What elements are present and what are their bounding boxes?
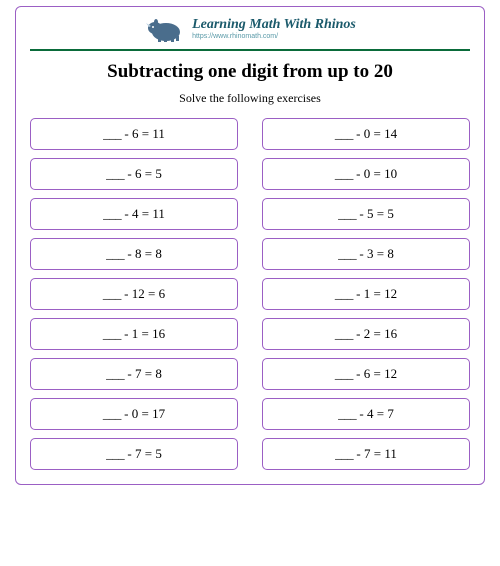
header-divider	[30, 49, 470, 51]
rhino-logo-icon	[144, 15, 184, 43]
worksheet-page: Learning Math With Rhinos https://www.rh…	[15, 6, 485, 485]
problem-text: ___ - 0 = 17	[103, 406, 165, 422]
problem-text: ___ - 4 = 11	[103, 206, 165, 222]
problem-box: ___ - 6 = 5	[30, 158, 238, 190]
problem-box: ___ - 0 = 14	[262, 118, 470, 150]
answer-blank[interactable]: ___	[103, 326, 121, 342]
problem-text: ___ - 3 = 8	[338, 246, 394, 262]
problem-text: ___ - 7 = 5	[106, 446, 162, 462]
problem-box: ___ - 5 = 5	[262, 198, 470, 230]
answer-blank[interactable]: ___	[106, 446, 124, 462]
problem-box: ___ - 2 = 16	[262, 318, 470, 350]
problem-box: ___ - 1 = 16	[30, 318, 238, 350]
answer-blank[interactable]: ___	[338, 246, 356, 262]
problem-text: ___ - 7 = 8	[106, 366, 162, 382]
answer-blank[interactable]: ___	[335, 166, 353, 182]
worksheet-title: Subtracting one digit from up to 20	[30, 61, 470, 83]
problem-text: ___ - 1 = 12	[335, 286, 397, 302]
worksheet-subtitle: Solve the following exercises	[30, 91, 470, 106]
problem-text: ___ - 0 = 10	[335, 166, 397, 182]
problem-box: ___ - 6 = 12	[262, 358, 470, 390]
problem-box: ___ - 0 = 10	[262, 158, 470, 190]
brand-url: https://www.rhinomath.com/	[192, 33, 278, 41]
answer-blank[interactable]: ___	[106, 166, 124, 182]
problem-text: ___ - 0 = 14	[335, 126, 397, 142]
brand-title: Learning Math With Rhinos	[192, 17, 356, 32]
problem-box: ___ - 6 = 11	[30, 118, 238, 150]
problem-text: ___ - 8 = 8	[106, 246, 162, 262]
answer-blank[interactable]: ___	[103, 206, 121, 222]
answer-blank[interactable]: ___	[338, 206, 356, 222]
problem-box: ___ - 3 = 8	[262, 238, 470, 270]
problem-text: ___ - 12 = 6	[103, 286, 165, 302]
answer-blank[interactable]: ___	[103, 126, 121, 142]
problem-box: ___ - 4 = 11	[30, 198, 238, 230]
answer-blank[interactable]: ___	[335, 326, 353, 342]
problem-box: ___ - 12 = 6	[30, 278, 238, 310]
problem-box: ___ - 1 = 12	[262, 278, 470, 310]
problem-text: ___ - 5 = 5	[338, 206, 394, 222]
brand-text: Learning Math With Rhinos https://www.rh…	[192, 17, 356, 41]
answer-blank[interactable]: ___	[335, 126, 353, 142]
answer-blank[interactable]: ___	[335, 286, 353, 302]
problem-text: ___ - 4 = 7	[338, 406, 394, 422]
problem-text: ___ - 1 = 16	[103, 326, 165, 342]
header: Learning Math With Rhinos https://www.rh…	[30, 15, 470, 49]
problem-box: ___ - 4 = 7	[262, 398, 470, 430]
answer-blank[interactable]: ___	[335, 446, 353, 462]
answer-blank[interactable]: ___	[106, 246, 124, 262]
problem-box: ___ - 8 = 8	[30, 238, 238, 270]
answer-blank[interactable]: ___	[103, 406, 121, 422]
answer-blank[interactable]: ___	[103, 286, 121, 302]
answer-blank[interactable]: ___	[338, 406, 356, 422]
problem-text: ___ - 6 = 12	[335, 366, 397, 382]
problem-box: ___ - 7 = 5	[30, 438, 238, 470]
problem-box: ___ - 7 = 8	[30, 358, 238, 390]
problem-text: ___ - 7 = 11	[335, 446, 397, 462]
problems-grid: ___ - 6 = 11 ___ - 0 = 14 ___ - 6 = 5 ___ -…	[30, 118, 470, 470]
answer-blank[interactable]: ___	[106, 366, 124, 382]
problem-text: ___ - 6 = 11	[103, 126, 165, 142]
problem-box: ___ - 7 = 11	[262, 438, 470, 470]
problem-text: ___ - 6 = 5	[106, 166, 162, 182]
problem-box: ___ - 0 = 17	[30, 398, 238, 430]
problem-text: ___ - 2 = 16	[335, 326, 397, 342]
answer-blank[interactable]: ___	[335, 366, 353, 382]
